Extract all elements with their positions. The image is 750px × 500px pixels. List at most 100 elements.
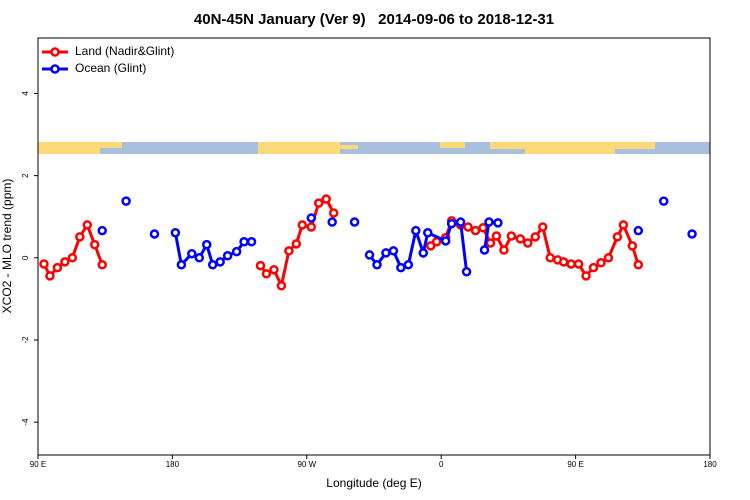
y-tick-label: 2: [21, 173, 30, 178]
point: [461, 267, 472, 277]
point: [67, 253, 78, 263]
point: [603, 253, 614, 263]
series-line: [42, 197, 640, 291]
point: [45, 271, 55, 281]
point: [364, 250, 375, 260]
point: [573, 259, 584, 269]
point: [418, 248, 429, 258]
point: [39, 259, 49, 269]
legend-marker: [50, 64, 60, 74]
x-tick-label: 90 E: [567, 460, 583, 469]
point: [612, 232, 623, 242]
x-tick-label: 90 W: [297, 460, 316, 469]
point: [396, 262, 406, 273]
point: [537, 222, 548, 232]
point: [215, 257, 225, 267]
x-tick-label: 90 E: [30, 460, 46, 469]
point: [306, 222, 317, 232]
point: [187, 248, 197, 259]
point: [423, 227, 433, 238]
y-tick-label: -2: [21, 336, 30, 344]
point: [121, 196, 131, 206]
point: [493, 218, 503, 228]
point: [411, 225, 421, 236]
y-tick-label: 0: [21, 255, 30, 260]
point: [261, 269, 272, 279]
point: [627, 241, 638, 251]
point: [194, 253, 205, 263]
point: [239, 237, 249, 247]
point: [313, 198, 324, 208]
point: [455, 217, 466, 227]
point: [349, 217, 360, 227]
point: [618, 220, 629, 230]
point: [479, 245, 490, 255]
point: [52, 262, 63, 273]
point: [328, 208, 339, 218]
point: [222, 250, 233, 261]
point: [89, 239, 100, 250]
x-axis-label: Longitude (deg E): [326, 476, 421, 490]
point: [269, 264, 279, 275]
point: [485, 238, 496, 248]
point: [425, 241, 436, 251]
point: [284, 246, 294, 256]
point: [149, 229, 160, 239]
point: [255, 260, 266, 271]
point: [581, 271, 591, 281]
point: [170, 227, 181, 238]
point: [246, 237, 257, 247]
point: [515, 234, 526, 244]
point: [463, 222, 473, 232]
point: [231, 246, 242, 257]
legend-label: Land (Nadir&Glint): [75, 44, 174, 58]
y-axis-label: XCO2 - MLO trend (ppm): [0, 179, 14, 314]
point: [403, 260, 414, 270]
point: [633, 260, 644, 270]
point: [687, 229, 697, 239]
point: [201, 239, 212, 250]
plot-frame: [37, 37, 711, 456]
point: [530, 232, 541, 242]
x-tick-label: 180: [166, 460, 180, 469]
map-strip: [38, 142, 710, 154]
point: [658, 196, 669, 206]
point: [306, 213, 317, 223]
point: [491, 231, 502, 241]
point: [97, 225, 107, 236]
point: [176, 260, 187, 270]
point: [82, 220, 93, 230]
point: [276, 280, 287, 291]
x-tick-label: 180: [703, 460, 717, 469]
y-tick-label: 4: [21, 91, 30, 96]
y-tick-label: -4: [21, 418, 30, 426]
point: [484, 217, 494, 227]
point: [633, 225, 644, 236]
point: [470, 225, 481, 236]
point: [327, 217, 337, 227]
point: [97, 260, 107, 270]
x-tick-label: 0: [439, 460, 444, 469]
point: [440, 236, 451, 246]
point: [566, 259, 576, 269]
point: [596, 257, 606, 268]
point: [588, 262, 599, 273]
point: [75, 232, 85, 242]
point: [523, 238, 533, 248]
point: [207, 260, 218, 270]
point: [297, 220, 308, 230]
point: [60, 257, 70, 267]
point: [372, 260, 382, 270]
point: [388, 246, 399, 256]
point: [506, 231, 517, 241]
point: [321, 194, 331, 204]
chart-title: 40N-45N January (Ver 9) 2014-09-06 to 20…: [194, 11, 554, 28]
point: [478, 223, 488, 233]
point: [558, 257, 569, 267]
point: [381, 248, 391, 258]
point: [499, 245, 509, 255]
point: [545, 253, 555, 263]
point: [446, 218, 457, 229]
legend-marker: [50, 47, 60, 57]
